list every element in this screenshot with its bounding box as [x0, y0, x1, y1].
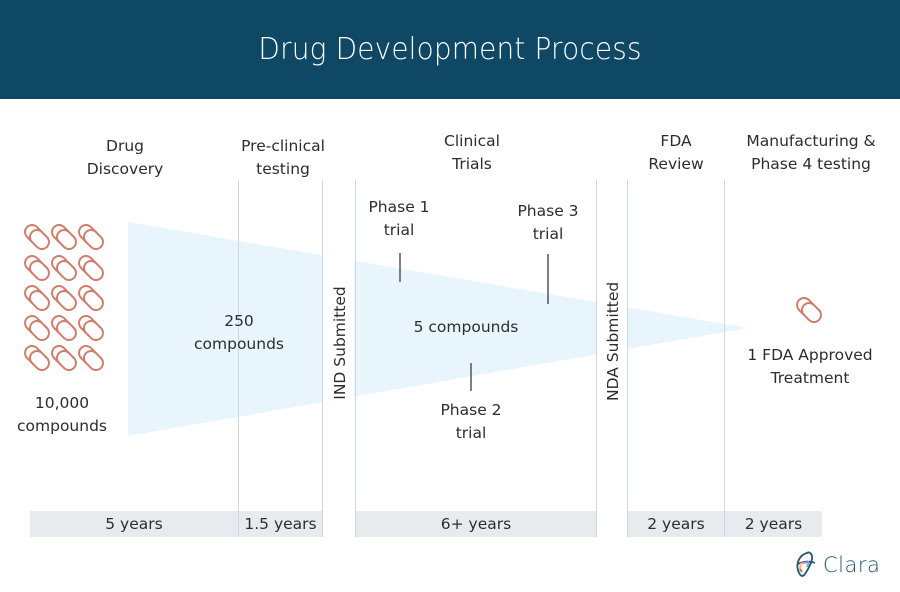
phase-1-label: Phase 1 trial	[368, 198, 430, 239]
brand-logo: Clara	[793, 549, 880, 581]
stage-heading-pre-clinical: Pre-clinical testing	[241, 137, 325, 178]
duration-drug-discovery: 5 years	[30, 511, 238, 537]
pill-grid	[21, 221, 107, 374]
compound-funnel	[128, 222, 748, 436]
ind-submitted-label: IND Submitted	[331, 286, 349, 400]
stage-heading-clinical-trials: Clinical Trials	[444, 132, 500, 173]
clara-logo-icon	[796, 551, 816, 577]
final-treatment-label: 1 FDA Approved Treatment	[747, 346, 873, 387]
preclinical-compounds-label: 250 compounds	[194, 312, 284, 353]
duration-pre-clinical: 1.5 years	[239, 511, 322, 537]
stage-heading-drug-discovery: Drug Discovery	[86, 137, 164, 178]
duration-clinical-trials: 6+ years	[356, 511, 596, 537]
stage-heading-fda-review: FDA Review	[648, 132, 704, 173]
start-compounds-label: 10,000 compounds	[17, 394, 107, 435]
phase-3-label: Phase 3 trial	[517, 202, 579, 243]
clinical-compounds-label: 5 compounds	[413, 318, 519, 336]
page-title: Drug Development Process	[258, 32, 642, 67]
phase-2-label: Phase 2 trial	[440, 401, 502, 442]
single-pill	[793, 294, 825, 326]
stage-heading-manufacturing: Manufacturing & Phase 4 testing	[746, 132, 876, 173]
header-banner: Drug Development Process	[0, 0, 900, 99]
duration-fda-review: 2 years	[628, 511, 724, 537]
brand-name: Clara	[823, 553, 881, 577]
duration-manufacturing: 2 years	[725, 511, 822, 537]
nda-submitted-label: NDA Submitted	[604, 281, 622, 401]
